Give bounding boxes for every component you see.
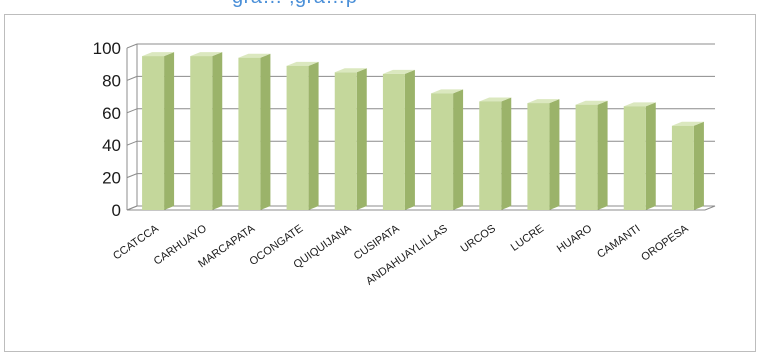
bar-top [382,69,415,74]
y-tick-label: 20 [102,169,121,188]
bar-side [597,100,608,210]
gridline-side [126,173,138,179]
x-tick-label: CAMANTI [595,223,642,261]
chart-title-text: gra… ;gra…p [232,0,358,9]
bar-top [334,68,367,73]
chart-frame: 0 20 40 60 80 100 CCATCCA CARHUAYO MARCAPATA OCON… [4,14,756,352]
bar-top [190,52,223,57]
bar-top [479,97,512,102]
bar-top [286,61,319,66]
bar [575,104,598,210]
bar [527,103,550,210]
y-tick-label: 60 [102,104,121,123]
bar-side [356,68,367,210]
bar-side [212,52,223,210]
bar-top [431,89,464,94]
bar-side [693,121,704,210]
x-tick-label: LUCRE [509,223,546,254]
gridline-side [126,75,138,81]
bar [286,65,309,210]
bar [238,57,261,210]
bar-side [549,99,560,210]
bar-side [501,97,512,210]
gridline-side [126,108,138,114]
y-tick-label: 40 [102,136,121,155]
bar [190,56,213,210]
bar [142,56,165,210]
bar-top [527,99,560,104]
x-tick-label: URCOS [459,223,498,256]
bar [334,72,357,210]
bar [431,93,454,210]
x-tick-label: OROPESA [639,222,691,263]
bar [382,73,405,210]
bar-top [142,52,175,57]
bar-side [164,52,175,210]
bar-side [453,89,464,210]
y-tick-label: 100 [93,39,121,58]
bar [623,106,646,210]
x-tick-label: HUARO [555,222,595,255]
bar-top [671,121,704,126]
bar-top [238,53,271,58]
floor [126,205,716,211]
bar-side [645,102,656,210]
bar-side [404,69,415,210]
bar-chart: 020406080100CCATCCACARHUAYOMARCAPATAOCON… [93,39,716,288]
bar-top [623,102,656,107]
y-tick-label: 80 [102,71,121,90]
bar [479,101,502,210]
bar-side [260,53,271,210]
bar-side [308,61,319,210]
x-tick-label: ANDAHUAYLILLAS [364,223,450,288]
gridline-side [126,140,138,146]
gridline-side [126,43,138,49]
chart-title-fragment: gra… ;gra…p [0,0,764,14]
y-tick-label: 0 [112,201,121,220]
bar-top [575,100,608,105]
bar [671,125,694,210]
